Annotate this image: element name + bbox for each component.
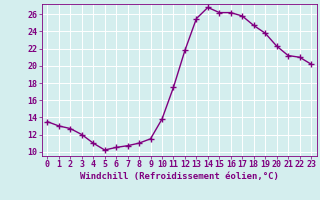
X-axis label: Windchill (Refroidissement éolien,°C): Windchill (Refroidissement éolien,°C) bbox=[80, 172, 279, 181]
